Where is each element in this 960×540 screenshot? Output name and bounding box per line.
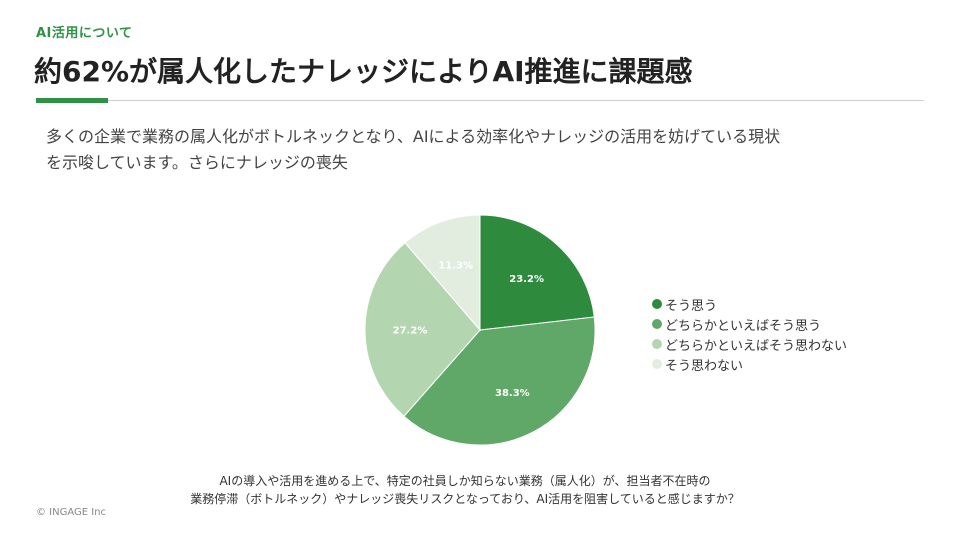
legend-item-strongly-agree: そう思う bbox=[652, 294, 847, 314]
legend-label: そう思う bbox=[665, 298, 718, 314]
pie-label-disagree: 11.3% bbox=[438, 260, 473, 271]
legend-label: どちらかといえばそう思わない bbox=[665, 338, 848, 354]
survey-question-line-1: AIの導入や活用を進める上で、特定の社員しか知らない業務（属人化）が、担当者不在… bbox=[219, 474, 711, 488]
legend-swatch bbox=[652, 339, 662, 349]
title-divider bbox=[36, 100, 924, 101]
pie-slice-strongly-agree bbox=[479, 214, 595, 331]
legend-label: そう思わない bbox=[665, 358, 744, 374]
lead-line-1: 多くの企業で業務の属人化がボトルネックとなり、AIによる効率化やナレッジの活用を… bbox=[46, 127, 781, 146]
pie-slice-somewhat-agree bbox=[403, 316, 596, 446]
page-title: 約62%が属人化したナレッジによりAI推進に課題感 bbox=[34, 55, 693, 88]
copyright: © INGAGE Inc bbox=[36, 507, 107, 518]
legend-item-somewhat-disagree: どちらかといえばそう思わない bbox=[652, 334, 847, 354]
title-divider-accent bbox=[36, 98, 108, 103]
legend-swatch bbox=[652, 359, 662, 369]
pie-slice-disagree bbox=[404, 214, 481, 332]
chart-legend: そう思うどちらかといえばそう思うどちらかといえばそう思わない そう思わない bbox=[652, 294, 847, 374]
pie-label-somewhat-disagree: 27.2% bbox=[393, 326, 428, 337]
survey-question-line-2: 業務停滞（ボトルネック）やナレッジ喪失リスクとなっており、AI活用を阻害している… bbox=[190, 492, 740, 506]
section-label: AI活用について bbox=[36, 26, 133, 41]
legend-label: どちらかといえばそう思う bbox=[665, 318, 822, 334]
lead-line-2: を示唆しています。さらにナレッジの喪失 bbox=[46, 153, 348, 172]
pie-label-strongly-agree: 23.2% bbox=[509, 274, 544, 285]
legend-swatch bbox=[652, 299, 662, 309]
survey-question: AIの導入や活用を進める上で、特定の社員しか知らない業務（属人化）が、担当者不在… bbox=[0, 472, 930, 508]
pie-label-somewhat-agree: 38.3% bbox=[495, 388, 530, 399]
pie-chart: 23.2% 38.3% 27.2% 11.3% bbox=[364, 214, 596, 446]
lead-text: 多くの企業で業務の属人化がボトルネックとなり、AIによる効率化やナレッジの活用を… bbox=[46, 124, 926, 176]
legend-item-disagree: そう思わない bbox=[652, 354, 847, 374]
legend-swatch bbox=[652, 319, 662, 329]
legend-item-somewhat-agree: どちらかといえばそう思う bbox=[652, 314, 847, 334]
pie-slice-somewhat-disagree bbox=[364, 242, 481, 417]
